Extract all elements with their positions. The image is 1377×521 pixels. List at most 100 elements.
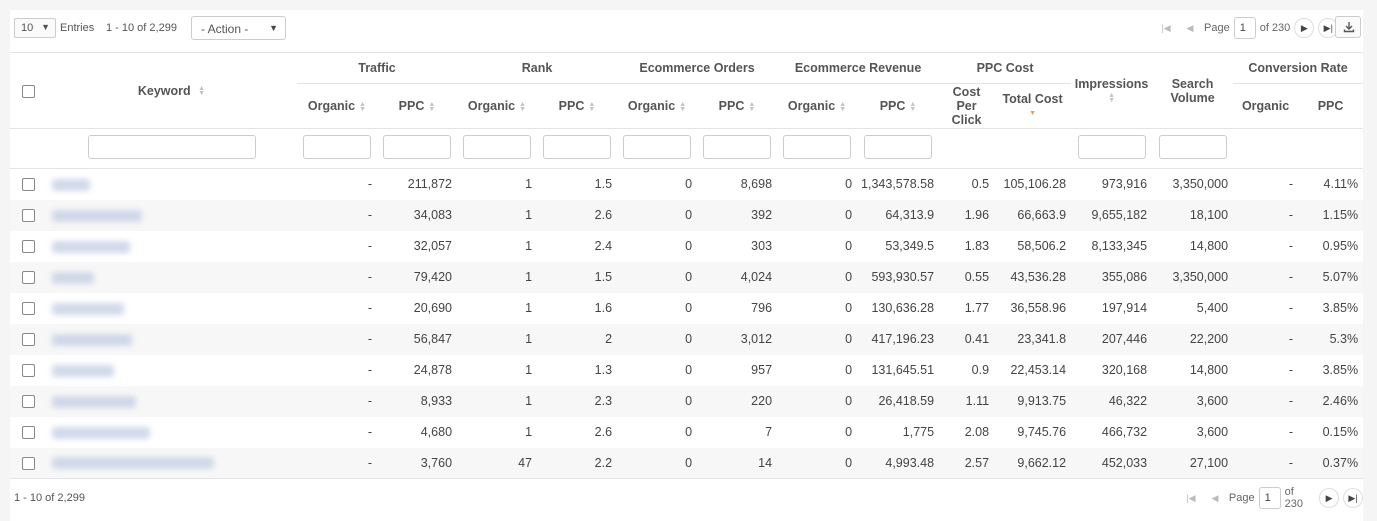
previous-page-icon[interactable]: ◀ (1211, 492, 1219, 503)
row-checkbox[interactable] (21, 333, 35, 347)
impressions-header[interactable]: Impressions ▲ ▼ (1071, 52, 1153, 129)
table-cell: 2.3 (537, 385, 618, 417)
table-cell: 1.83 (964, 239, 990, 253)
sort-desc-active-icon[interactable]: ▼ (1029, 110, 1037, 118)
page-number-input[interactable]: 1 (1258, 487, 1281, 509)
row-checkbox[interactable] (21, 302, 35, 316)
row-checkbox-cell (10, 293, 46, 324)
sort-icon[interactable]: ▲ ▼ (1108, 92, 1116, 105)
table-cell: 1.5 (594, 177, 613, 192)
rank-organic-filter-input[interactable] (463, 135, 532, 159)
rank-organic-header[interactable]: Organic ▲ ▼ (457, 83, 538, 129)
table-cell: 593,930.57 (857, 261, 940, 293)
organic-label: Organic (787, 99, 836, 113)
orders-organic-header[interactable]: Organic ▲ ▼ (617, 83, 698, 129)
rank-ppc-header[interactable]: PPC ▲ ▼ (537, 83, 618, 129)
previous-page-icon[interactable]: ◀ (1186, 22, 1194, 33)
table-cell: 23,341.8 (994, 323, 1072, 355)
sort-icon[interactable]: ▲ ▼ (519, 100, 527, 113)
redacted-keyword (52, 333, 132, 346)
revenue-ppc-filter-input[interactable] (864, 135, 933, 159)
keyword-cell[interactable] (46, 293, 297, 324)
keyword-filter-input[interactable] (87, 135, 256, 159)
first-page-icon[interactable]: |◀ (1186, 492, 1196, 503)
table-body: -211,872 1 1.5 0 8,698 0 1,343,578.58 0.5 105,10… (10, 169, 1364, 479)
sort-icon[interactable]: ▲ ▼ (679, 100, 687, 113)
orders-ppc-filter-input[interactable] (703, 135, 772, 159)
download-button[interactable] (1335, 16, 1361, 38)
row-checkbox-cell (10, 385, 46, 417)
cost-per-click-label: Cost Per Click (951, 85, 982, 127)
next-page-icon[interactable]: ▶ (1294, 18, 1315, 38)
table-cell: 9,913.75 (994, 385, 1072, 417)
row-checkbox-cell (10, 231, 46, 262)
row-checkbox[interactable] (21, 426, 35, 440)
row-checkbox[interactable] (21, 178, 35, 192)
page-number-input[interactable]: 1 (1233, 17, 1256, 39)
orders-ppc-header[interactable]: PPC ▲ ▼ (697, 83, 778, 129)
entries-per-page-select[interactable]: 10 ▼ (14, 18, 56, 38)
revenue-organic-filter-input[interactable] (783, 135, 852, 159)
keyword-cell[interactable] (46, 169, 297, 200)
table-cell: 26,418.59 (857, 385, 940, 417)
table-row[interactable]: -79,420 1 1.5 0 4,024 0 593,930.57 0.55 43,536.2… (10, 261, 1364, 293)
table-row[interactable]: - 24,878 1 1.3 0 957 0 131,645.51 0.9 22,453.14 32… (10, 355, 1363, 386)
keyword-cell[interactable] (46, 447, 297, 479)
keyword-cell[interactable] (46, 323, 297, 355)
redacted-keyword (52, 395, 136, 408)
row-checkbox[interactable] (21, 456, 35, 470)
sort-icon[interactable]: ▲ ▼ (359, 100, 367, 113)
search-volume-header-label: Search Volume (1170, 76, 1215, 105)
total-cost-header[interactable]: Total Cost ▼ (994, 83, 1072, 129)
row-checkbox[interactable] (21, 364, 35, 378)
revenue-organic-header[interactable]: Organic ▲ ▼ (777, 83, 858, 129)
revenue-ppc-header[interactable]: PPC ▲ ▼ (857, 83, 940, 129)
keyword-cell[interactable] (46, 417, 297, 448)
table-row[interactable]: -56,847 1 2 0 3,012 0 417,196.23 0.41 23,341.8 20… (10, 323, 1364, 355)
table-row[interactable]: -3,760 47 2.2 0 14 0 4,993.48 2.57 9,662.12 452,0… (10, 447, 1364, 479)
row-checkbox[interactable] (21, 271, 35, 285)
bulk-action-select[interactable]: - Action - ▼ (191, 16, 286, 40)
cost-per-click-header: Cost Per Click (939, 83, 995, 129)
table-cell: 2.4 (594, 239, 613, 253)
row-checkbox[interactable] (21, 240, 35, 254)
traffic-ppc-filter-input[interactable] (383, 135, 451, 159)
sort-icon[interactable]: ▲ ▼ (839, 100, 847, 113)
table-row[interactable]: - 211,872 1 1.5 0 8,698 0 1,343,578.58 0.5 105,10… (10, 169, 1363, 200)
sort-icon[interactable]: ▲ ▼ (588, 100, 596, 113)
impressions-header-label: Impressions (1074, 76, 1149, 91)
row-checkbox[interactable] (21, 395, 35, 409)
search-volume-filter-input[interactable] (1158, 135, 1227, 159)
table-row[interactable]: - 32,057 1 2.4 0 303 0 53,349.5 1.83 58,506.2 8,13… (10, 231, 1363, 262)
sort-icon[interactable]: ▲ ▼ (748, 100, 756, 113)
row-checkbox[interactable] (21, 209, 35, 223)
keyword-cell[interactable] (46, 199, 297, 231)
table-cell: 0 (845, 177, 853, 192)
keyword-cell[interactable] (46, 385, 297, 417)
orders-organic-filter-input[interactable] (623, 135, 692, 159)
first-page-icon[interactable]: |◀ (1161, 22, 1171, 33)
traffic-organic-header[interactable]: Organic ▲ ▼ (297, 83, 377, 129)
keyword-cell[interactable] (46, 231, 297, 262)
table-row[interactable]: -8,933 1 2.3 0 220 0 26,418.59 1.11 9,913.75 46,3… (10, 385, 1364, 417)
last-page-icon[interactable]: ▶| (1343, 488, 1363, 508)
table-row[interactable]: - 4,680 1 2.6 0 7 0 1,775 2.08 9,745.76 466,732 3,6… (10, 417, 1363, 448)
impressions-filter-input[interactable] (1077, 135, 1146, 159)
sort-icon[interactable]: ▲ ▼ (909, 100, 917, 113)
redacted-keyword (52, 209, 142, 222)
next-page-icon[interactable]: ▶ (1319, 488, 1340, 508)
table-cell: 3,760 (377, 447, 458, 479)
sort-icon[interactable]: ▲ ▼ (428, 100, 436, 113)
traffic-organic-filter-input[interactable] (303, 135, 371, 159)
keyword-cell[interactable] (46, 355, 297, 386)
rank-ppc-filter-input[interactable] (543, 135, 612, 159)
sort-icon[interactable]: ▲ ▼ (198, 85, 206, 98)
traffic-ppc-header[interactable]: PPC ▲ ▼ (377, 83, 458, 129)
table-row[interactable]: - 20,690 1 1.6 0 796 0 130,636.28 1.77 36,558.96 1… (10, 293, 1363, 324)
table-cell: 1 (525, 301, 533, 315)
keyword-cell[interactable] (46, 261, 297, 293)
table-cell: 0 (777, 199, 858, 231)
table-row[interactable]: -34,083 1 2.6 0 392 0 64,313.9 1.96 66,663.9 9,65… (10, 199, 1364, 231)
select-all-checkbox[interactable] (21, 84, 35, 98)
keyword-header[interactable]: Keyword ▲ ▼ (46, 52, 297, 129)
